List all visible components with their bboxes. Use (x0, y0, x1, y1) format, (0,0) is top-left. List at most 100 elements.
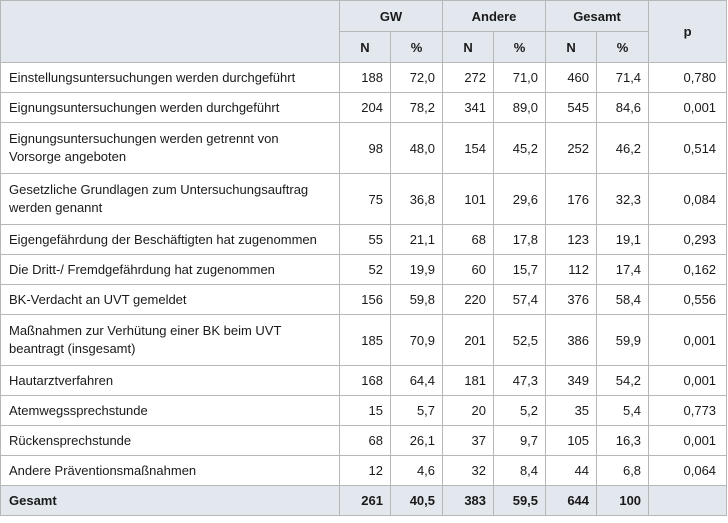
cell-gesamt-n: 44 (545, 455, 598, 486)
table-row: Andere Präventionsmaßnahmen 12 4,6 32 8,… (0, 455, 728, 486)
cell-andere-n: 37 (442, 425, 495, 456)
cell-gesamt-n: 252 (545, 122, 598, 174)
cell-gw-n: 168 (339, 365, 391, 396)
cell-p: 0,084 (648, 173, 728, 225)
row-label: Andere Präventionsmaßnahmen (0, 455, 340, 486)
cell-gw-pct: 48,0 (389, 122, 444, 174)
cell-andere-n: 181 (442, 365, 495, 396)
row-label: Maßnahmen zur Verhütung einer BK beim UV… (0, 314, 340, 366)
cell-p: 0,001 (648, 425, 728, 456)
cell-gw-n: 98 (339, 122, 391, 174)
row-label: Gesetzliche Grundlagen zum Untersuchungs… (0, 173, 340, 225)
cell-gw-pct: 36,8 (389, 173, 444, 225)
cell-gesamt-pct: 19,1 (596, 224, 650, 255)
cell-andere-n: 60 (442, 254, 495, 285)
cell-p: 0,773 (648, 395, 728, 426)
cell-gesamt-n: 376 (545, 284, 598, 315)
row-label: BK-Verdacht an UVT gemeldet (0, 284, 340, 315)
table-row: Rückensprechstunde 68 26,1 37 9,7 105 16… (0, 425, 728, 456)
header-andere-pct: % (493, 31, 547, 63)
cell-andere-pct: 71,0 (493, 62, 547, 93)
cell-gw-n: 204 (339, 92, 391, 123)
header-gesamt-n: N (545, 31, 598, 63)
cell-andere-n: 220 (442, 284, 495, 315)
cell-gesamt-pct: 46,2 (596, 122, 650, 174)
cell-gesamt-pct: 71,4 (596, 62, 650, 93)
total-andere-pct: 59,5 (493, 485, 547, 516)
cell-p: 0,514 (648, 122, 728, 174)
header-group-gesamt: Gesamt (545, 0, 650, 32)
table-row: Eigengefährdung der Beschäftigten hat zu… (0, 224, 728, 255)
header-group-andere: Andere (442, 0, 547, 32)
cell-andere-pct: 57,4 (493, 284, 547, 315)
header-empty-cell (0, 0, 340, 63)
table-row: BK-Verdacht an UVT gemeldet 156 59,8 220… (0, 284, 728, 315)
cell-gw-n: 188 (339, 62, 391, 93)
cell-p: 0,556 (648, 284, 728, 315)
row-label: Eignungsuntersuchungen werden getrennt v… (0, 122, 340, 174)
cell-gesamt-n: 176 (545, 173, 598, 225)
table-row: Maßnahmen zur Verhütung einer BK beim UV… (0, 314, 728, 366)
header-gw-n: N (339, 31, 391, 63)
header-gw-pct: % (389, 31, 444, 63)
cell-andere-n: 20 (442, 395, 495, 426)
table-body: Einstellungsuntersuchungen werden durchg… (0, 62, 728, 516)
row-label: Eigengefährdung der Beschäftigten hat zu… (0, 224, 340, 255)
total-gw-n: 261 (339, 485, 391, 516)
cell-gw-pct: 70,9 (389, 314, 444, 366)
cell-andere-n: 68 (442, 224, 495, 255)
cell-andere-pct: 47,3 (493, 365, 547, 396)
cell-p: 0,780 (648, 62, 728, 93)
cell-gesamt-n: 460 (545, 62, 598, 93)
row-label: Einstellungsuntersuchungen werden durchg… (0, 62, 340, 93)
total-p (648, 485, 728, 516)
cell-andere-pct: 8,4 (493, 455, 547, 486)
cell-gw-pct: 64,4 (389, 365, 444, 396)
cell-gw-n: 68 (339, 425, 391, 456)
cell-andere-pct: 15,7 (493, 254, 547, 285)
cell-gw-pct: 59,8 (389, 284, 444, 315)
cell-andere-n: 32 (442, 455, 495, 486)
cell-andere-pct: 5,2 (493, 395, 547, 426)
row-label: Atemwegssprechstunde (0, 395, 340, 426)
cell-gw-pct: 72,0 (389, 62, 444, 93)
total-gw-pct: 40,5 (389, 485, 444, 516)
cell-andere-n: 101 (442, 173, 495, 225)
cell-p: 0,064 (648, 455, 728, 486)
cell-p: 0,001 (648, 92, 728, 123)
cell-gw-n: 52 (339, 254, 391, 285)
cell-gw-n: 15 (339, 395, 391, 426)
cell-gw-pct: 26,1 (389, 425, 444, 456)
cell-gesamt-pct: 59,9 (596, 314, 650, 366)
cell-gesamt-n: 386 (545, 314, 598, 366)
total-gesamt-n: 644 (545, 485, 598, 516)
cell-andere-pct: 52,5 (493, 314, 547, 366)
cell-gesamt-pct: 58,4 (596, 284, 650, 315)
cell-gw-pct: 21,1 (389, 224, 444, 255)
total-gesamt-pct: 100 (596, 485, 650, 516)
header-andere-n: N (442, 31, 495, 63)
header-gesamt-pct: % (596, 31, 650, 63)
cell-p: 0,001 (648, 365, 728, 396)
total-andere-n: 383 (442, 485, 495, 516)
row-label: Eignungsuntersuchungen werden durchgefüh… (0, 92, 340, 123)
cell-gesamt-n: 545 (545, 92, 598, 123)
header-p: p (648, 0, 728, 63)
cell-gesamt-pct: 6,8 (596, 455, 650, 486)
total-row: Gesamt 261 40,5 383 59,5 644 100 (0, 485, 728, 516)
cell-gesamt-pct: 17,4 (596, 254, 650, 285)
table-header: GW Andere Gesamt p N % N % N % (0, 0, 728, 63)
cell-gw-pct: 5,7 (389, 395, 444, 426)
cell-andere-pct: 89,0 (493, 92, 547, 123)
cell-andere-n: 201 (442, 314, 495, 366)
cell-andere-n: 272 (442, 62, 495, 93)
cell-gw-n: 75 (339, 173, 391, 225)
cell-gw-pct: 19,9 (389, 254, 444, 285)
cell-gesamt-pct: 84,6 (596, 92, 650, 123)
cell-gesamt-n: 105 (545, 425, 598, 456)
cell-p: 0,001 (648, 314, 728, 366)
row-label: Die Dritt-/ Fremdgefährdung hat zugenomm… (0, 254, 340, 285)
cell-gw-n: 55 (339, 224, 391, 255)
cell-gesamt-pct: 5,4 (596, 395, 650, 426)
